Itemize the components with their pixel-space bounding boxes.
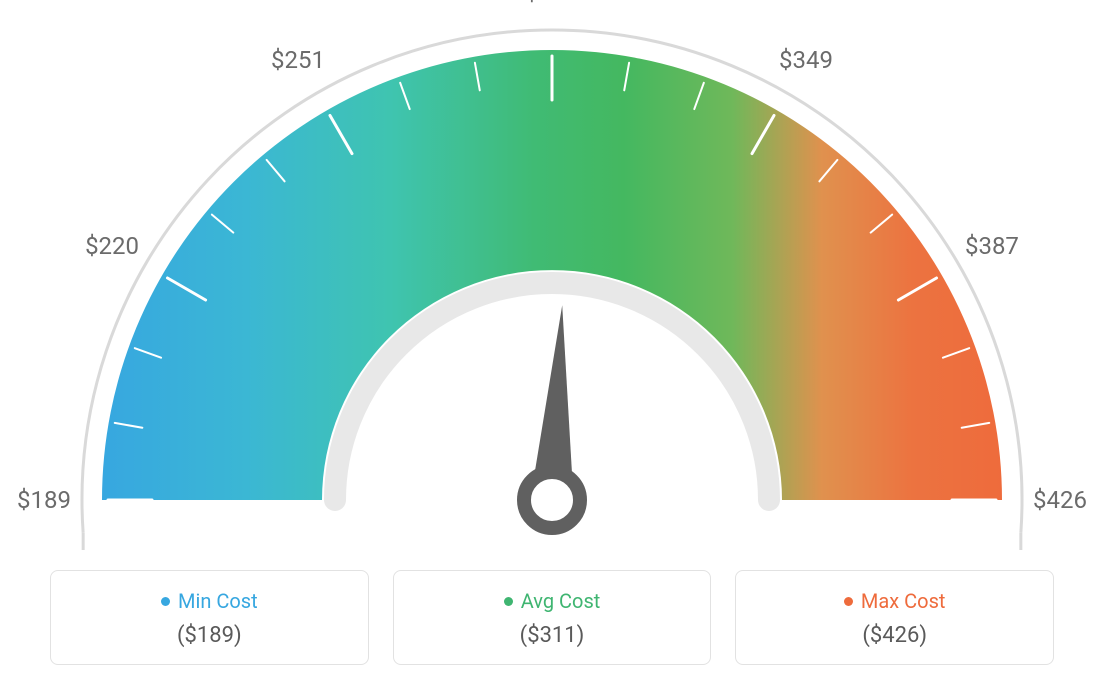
legend-card-avg: Avg Cost ($311) (393, 570, 712, 665)
legend-value-avg: ($311) (404, 623, 701, 648)
dot-icon (161, 597, 170, 606)
legend-title-text: Min Cost (178, 589, 258, 613)
legend-value-max: ($426) (746, 623, 1043, 648)
gauge-tick-label: $251 (271, 46, 325, 74)
legend-title-min: Min Cost (161, 589, 258, 613)
gauge-tick-label: $387 (965, 232, 1019, 260)
legend-value-min: ($189) (61, 623, 358, 648)
gauge-tick-label: $189 (17, 486, 71, 514)
gauge-tick-label: $349 (779, 46, 833, 74)
legend-title-text: Max Cost (861, 589, 946, 613)
legend-row: Min Cost ($189) Avg Cost ($311) Max Cost… (50, 570, 1054, 665)
legend-card-max: Max Cost ($426) (735, 570, 1054, 665)
legend-title-text: Avg Cost (521, 589, 601, 613)
legend-card-min: Min Cost ($189) (50, 570, 369, 665)
gauge-svg (52, 10, 1052, 550)
gauge-chart: $189 $220 $251 $311 $349 $387 $426 (0, 0, 1104, 550)
legend-title-max: Max Cost (844, 589, 946, 613)
legend-title-avg: Avg Cost (504, 589, 601, 613)
gauge-tick-label: $220 (85, 232, 139, 260)
gauge-tick-label: $311 (525, 0, 579, 6)
gauge-tick-label: $426 (1033, 486, 1087, 514)
dot-icon (844, 597, 853, 606)
dot-icon (504, 597, 513, 606)
